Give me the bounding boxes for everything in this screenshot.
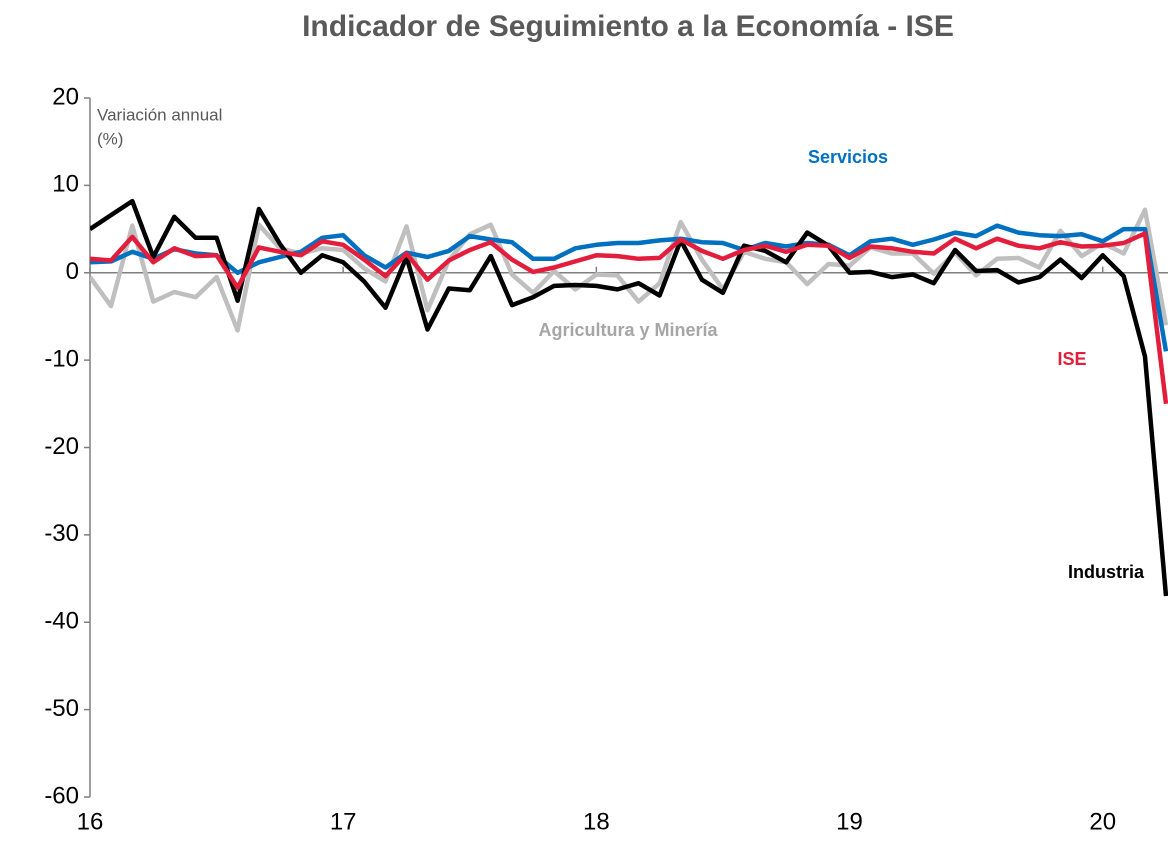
x-tick-label: 20 — [1089, 808, 1116, 835]
y-axis-label: Variación annual — [97, 105, 222, 124]
axes: -60 -50 -40 -30 -20 -10 0 10 20 16 17 18 19 20 — [44, 83, 1168, 835]
series-labels: Agricultura y Minería Servicios Industria I… — [538, 147, 1145, 582]
y-axis-unit: (%) — [97, 129, 123, 148]
y-tick-label: 20 — [52, 83, 79, 110]
series-label: Servicios — [808, 147, 888, 167]
series-line — [90, 231, 1168, 405]
y-tick-label: -10 — [44, 345, 79, 372]
y-tick-label: -40 — [44, 608, 79, 635]
plot-area — [90, 198, 1168, 597]
y-tick-label: -60 — [44, 782, 79, 809]
chart-title: Indicador de Seguimiento a la Economía -… — [302, 10, 954, 43]
x-tick-label: 19 — [836, 808, 863, 835]
series-label: Industria — [1068, 562, 1145, 582]
x-tick-label: 18 — [583, 808, 610, 835]
series-line — [90, 223, 1168, 352]
y-tick-label: 10 — [52, 171, 79, 198]
y-tick-label: -30 — [44, 520, 79, 547]
x-tick-label: 17 — [330, 808, 357, 835]
series-label: ISE — [1057, 349, 1086, 369]
y-tick-label: -20 — [44, 433, 79, 460]
y-tick-label: 0 — [66, 258, 79, 285]
series-line — [90, 198, 1168, 597]
y-tick-label: -50 — [44, 695, 79, 722]
x-tick-label: 16 — [77, 808, 104, 835]
series-label: Agricultura y Minería — [538, 320, 718, 340]
